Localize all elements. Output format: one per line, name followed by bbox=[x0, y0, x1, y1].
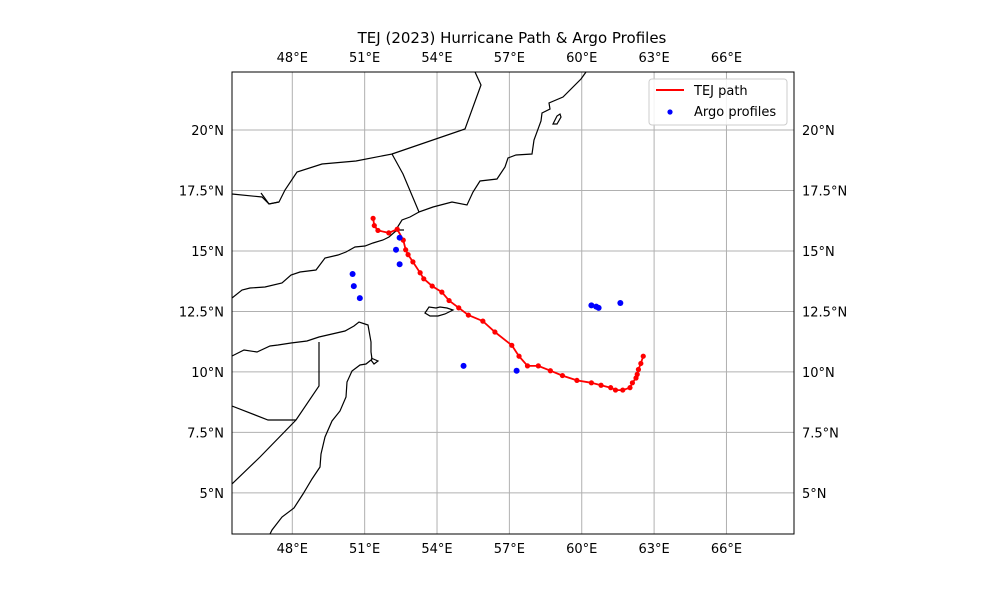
argo-profile-point bbox=[396, 261, 403, 268]
tej-path-point bbox=[446, 297, 452, 304]
tej-path-line bbox=[372, 218, 645, 392]
tej-path-point bbox=[627, 385, 633, 391]
tej-path-point bbox=[612, 387, 619, 393]
argo-profile-point bbox=[460, 362, 467, 369]
chart-title: TEJ (2023) Hurricane Path & Argo Profile… bbox=[357, 29, 667, 47]
x-tick-label-bottom: 51°E bbox=[349, 542, 380, 557]
y-tick-label-right: 17.5°N bbox=[802, 185, 847, 200]
masirah-island bbox=[552, 113, 562, 125]
y-tick-label-right: 15°N bbox=[802, 245, 835, 260]
x-tick-label-bottom: 48°E bbox=[277, 542, 308, 557]
tej-path-point bbox=[524, 363, 531, 369]
tej-path-point bbox=[588, 380, 594, 386]
argo-profiles-series bbox=[349, 234, 624, 374]
x-tick-label-top: 60°E bbox=[566, 51, 597, 66]
tej-path-point bbox=[547, 368, 553, 374]
tej-path-point bbox=[640, 353, 646, 359]
tej-path-series bbox=[370, 215, 646, 393]
y-tick-label-left: 15°N bbox=[191, 245, 224, 260]
argo-profile-point bbox=[356, 295, 363, 302]
y-tick-label-right: 12.5°N bbox=[802, 305, 847, 320]
socotra-island bbox=[424, 306, 455, 317]
tej-path-point bbox=[370, 215, 376, 221]
border-yemen-oman-detail bbox=[260, 192, 280, 205]
argo-profile-point bbox=[513, 367, 520, 374]
argo-profile-point bbox=[617, 300, 624, 306]
tej-path-point bbox=[386, 230, 392, 236]
gridlines bbox=[232, 72, 794, 534]
y-tick-label-right: 5°N bbox=[802, 487, 827, 502]
tej-path-point bbox=[629, 380, 635, 386]
x-tick-label-bottom: 57°E bbox=[494, 542, 525, 557]
tej-path-point bbox=[465, 312, 471, 318]
border-arabia-1 bbox=[391, 72, 482, 155]
border-somaliland bbox=[232, 405, 296, 421]
argo-profile-point bbox=[396, 234, 403, 241]
cape-guardafui bbox=[370, 357, 380, 365]
coastline-arabia-gulf bbox=[396, 211, 420, 229]
argo-profile-point bbox=[595, 304, 602, 311]
x-tick-label-top: 48°E bbox=[277, 51, 308, 66]
tej-path-point bbox=[620, 387, 626, 393]
x-tick-label-bottom: 63°E bbox=[638, 542, 669, 557]
x-tick-label-top: 63°E bbox=[638, 51, 669, 66]
x-tick-label-top: 57°E bbox=[494, 51, 525, 66]
x-tick-label-bottom: 54°E bbox=[421, 542, 452, 557]
y-tick-label-left: 12.5°N bbox=[179, 305, 224, 320]
coastline-arabia-south bbox=[232, 72, 587, 213]
argo-profile-point bbox=[349, 270, 356, 277]
y-tick-label-left: 10°N bbox=[191, 366, 224, 381]
tej-path-point bbox=[635, 366, 642, 373]
legend-argo-swatch bbox=[667, 109, 673, 115]
y-tick-label-left: 20°N bbox=[191, 124, 224, 139]
tej-path-point bbox=[405, 252, 411, 258]
tej-path-point bbox=[598, 382, 604, 388]
y-tick-label-left: 5°N bbox=[200, 487, 225, 502]
legend-path-label: TEJ path bbox=[693, 84, 748, 99]
tej-path-point bbox=[439, 289, 445, 295]
tej-path-point bbox=[480, 318, 486, 324]
border-somalia-ethiopia bbox=[232, 342, 320, 485]
tej-path-point bbox=[608, 385, 614, 391]
tej-path-point bbox=[574, 377, 580, 384]
tej-path-point bbox=[371, 222, 377, 229]
tej-path-point bbox=[633, 375, 639, 381]
x-tick-label-top: 54°E bbox=[421, 51, 452, 66]
tej-path-point bbox=[417, 270, 423, 276]
tej-path-point bbox=[394, 226, 400, 232]
tej-path-point bbox=[410, 259, 416, 265]
argo-profile-point bbox=[588, 302, 595, 309]
x-tick-label-bottom: 60°E bbox=[566, 542, 597, 557]
tej-path-point bbox=[492, 329, 498, 335]
y-tick-label-right: 20°N bbox=[802, 124, 835, 139]
tick-labels: 48°E 48°E 51°E 51°E 54°E 54°E 57°E 57°E 60°E 60°E… bbox=[179, 51, 847, 557]
tej-path-point bbox=[638, 360, 644, 367]
tej-path-point bbox=[559, 372, 566, 379]
coastline-aden-north bbox=[232, 229, 404, 299]
argo-profile-point bbox=[393, 246, 400, 253]
y-tick-label-right: 7.5°N bbox=[802, 426, 839, 441]
legend: TEJ path Argo profiles bbox=[648, 78, 788, 126]
y-tick-label-right: 10°N bbox=[802, 366, 835, 381]
y-tick-label-left: 7.5°N bbox=[187, 426, 224, 441]
tej-path-point bbox=[375, 227, 381, 234]
coastlines-and-borders bbox=[232, 72, 587, 534]
tej-path-point bbox=[456, 305, 462, 311]
tej-path-point bbox=[516, 353, 522, 359]
legend-argo-label: Argo profiles bbox=[694, 105, 776, 120]
tej-path-point bbox=[509, 342, 515, 348]
tej-path-point bbox=[429, 283, 435, 289]
x-tick-label-bottom: 66°E bbox=[711, 542, 742, 557]
tej-path-point bbox=[535, 363, 541, 369]
argo-profile-point bbox=[350, 283, 357, 290]
tej-path-point bbox=[421, 276, 427, 282]
tej-path-point bbox=[403, 247, 409, 253]
coastline-horn bbox=[232, 321, 373, 534]
x-tick-label-top: 66°E bbox=[711, 51, 742, 66]
x-tick-label-top: 51°E bbox=[349, 51, 380, 66]
y-tick-label-left: 17.5°N bbox=[179, 185, 224, 200]
map-frame bbox=[231, 71, 795, 535]
